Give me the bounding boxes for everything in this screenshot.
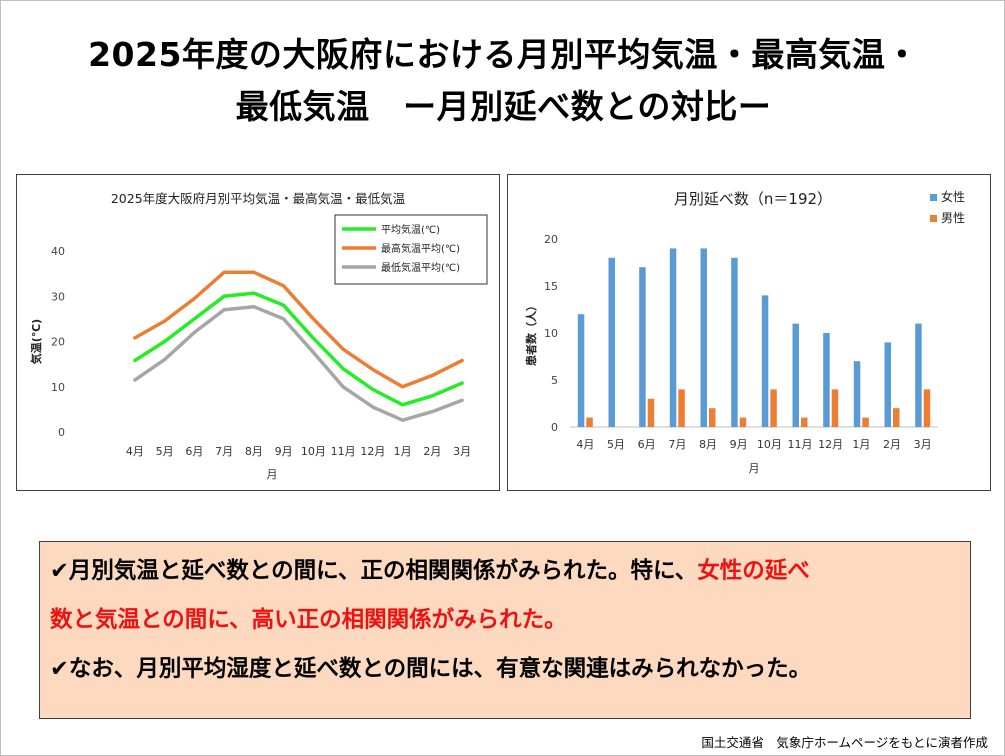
visits-x-tick-7: 11月 — [788, 438, 813, 451]
temperature-line-chart: 2025年度大阪府月別平均気温・最高気温・最低気温 0 10 20 30 40 4月 5月 6月… — [29, 191, 488, 481]
visits-bar-female-6 — [761, 295, 769, 427]
finding-line-1: ✔月別気温と延べ数との間に、正の相関関係がみられた。特に、女性の延べ — [50, 556, 810, 586]
visits-bar-male-8 — [831, 389, 839, 427]
temperature-x-tick-8: 12月 — [360, 445, 385, 458]
visits-bar-female-8 — [823, 333, 830, 427]
finding-line-1-text: ✔月別気温と延べ数との間に、正の相関関係がみられた。特に、 — [50, 558, 698, 584]
visits-bar-male-5 — [739, 417, 747, 427]
temperature-chart-title: 2025年度大阪府月別平均気温・最高気温・最低気温 — [111, 191, 406, 206]
visits-bar-female-3 — [669, 248, 677, 427]
temperature-legend-label-1: 最高気温平均(℃) — [381, 242, 460, 255]
finding-line-3: ✔なお、月別平均湿度と延べ数との間には、有意な関連はみられなかった。 — [50, 656, 812, 682]
temperature-x-tick-4: 8月 — [245, 445, 263, 458]
findings-box: ✔月別気温と延べ数との間に、正の相関関係がみられた。特に、女性の延べ 数と気温と… — [39, 541, 971, 719]
visits-x-tick-1: 5月 — [607, 438, 625, 451]
visits-bar-female-2 — [639, 267, 646, 427]
temperature-series-line-1 — [133, 270, 464, 389]
temperature-x-tick-3: 7月 — [215, 445, 233, 458]
visits-bar-female-5 — [731, 257, 738, 427]
visits-legend-label-0: 女性 — [941, 189, 965, 204]
visits-bar-male-0 — [586, 417, 593, 427]
finding-line-1-highlight: 女性の延べ — [697, 558, 810, 584]
finding-line-2: 数と気温との間に、高い正の相関関係がみられた。 — [50, 607, 567, 633]
visits-bar-male-2 — [647, 398, 655, 427]
visits-bar-male-6 — [770, 389, 777, 427]
visits-bar-female-10 — [884, 342, 891, 427]
visits-y-tick-2: 10 — [544, 327, 558, 340]
visits-bar-female-7 — [792, 323, 799, 427]
monthly-visits-bar-chart: 月別延べ数（n＝192） 0 5 10 15 20 4月 5月 6月 7月 8月 9月 10月 11月 12… — [524, 189, 965, 475]
visits-x-tick-4: 8月 — [699, 438, 717, 451]
visits-x-tick-8: 12月 — [818, 438, 843, 451]
visits-bar-female-4 — [700, 248, 707, 427]
temperature-x-tick-1: 5月 — [156, 445, 174, 458]
visits-y-tick-3: 15 — [544, 280, 558, 293]
temperature-x-tick-9: 1月 — [394, 445, 412, 458]
visits-bar-male-11 — [923, 389, 931, 427]
visits-x-tick-6: 10月 — [757, 438, 782, 451]
temperature-series-line-0 — [133, 291, 464, 407]
visits-bar-female-9 — [853, 361, 861, 427]
temperature-x-tick-11: 3月 — [453, 445, 471, 458]
visits-bar-female-0 — [577, 314, 585, 427]
visits-x-tick-9: 1月 — [852, 438, 870, 451]
temperature-legend-label-2: 最低気温平均(℃) — [381, 261, 460, 274]
visits-bar-female-11 — [915, 323, 922, 427]
visits-y-tick-4: 20 — [544, 233, 558, 246]
source-note: 国土交通省 気象庁ホームページをもとに演者作成 — [701, 735, 988, 750]
visits-x-tick-3: 7月 — [668, 438, 686, 451]
temperature-y-tick-1: 10 — [51, 381, 65, 394]
temperature-chart-panel: 2025年度大阪府月別平均気温・最高気温・最低気温 0 10 20 30 40 4月 5月 6月… — [16, 174, 500, 491]
visits-x-tick-11: 3月 — [914, 438, 932, 451]
visits-bar-male-10 — [893, 408, 900, 427]
slide-title-line1: 2025年度の大阪府における月別平均気温・最高気温・ — [88, 35, 919, 74]
visits-x-axis-label: 月 — [749, 462, 760, 475]
temperature-x-tick-0: 4月 — [126, 445, 144, 458]
temperature-y-tick-2: 20 — [51, 336, 65, 349]
visits-bar-female-1 — [608, 257, 615, 427]
temperature-y-tick-3: 30 — [51, 290, 65, 303]
visits-legend-swatch-0 — [930, 194, 937, 201]
visits-y-tick-0: 0 — [551, 421, 558, 434]
temperature-x-tick-10: 2月 — [423, 445, 441, 458]
temperature-x-tick-5: 9月 — [275, 445, 293, 458]
temperature-y-tick-0: 0 — [58, 426, 65, 439]
visits-x-tick-0: 4月 — [576, 438, 594, 451]
visits-bar-male-3 — [678, 389, 685, 427]
visits-bar-male-9 — [862, 417, 869, 427]
visits-x-tick-5: 9月 — [730, 438, 748, 451]
visits-legend-label-1: 男性 — [941, 211, 965, 225]
temperature-series-line-2 — [133, 304, 464, 422]
temperature-legend-label-0: 平均気温(℃) — [381, 223, 440, 236]
temperature-x-tick-6: 10月 — [301, 445, 326, 458]
temperature-x-axis-label: 月 — [267, 468, 278, 481]
visits-legend-swatch-1 — [930, 215, 937, 222]
visits-x-tick-10: 2月 — [883, 438, 901, 451]
visits-x-tick-2: 6月 — [638, 438, 656, 451]
visits-y-axis-label: 患者数（人） — [524, 300, 538, 366]
visits-chart-title: 月別延べ数（n＝192） — [674, 190, 832, 208]
temperature-x-tick-7: 11月 — [331, 445, 356, 458]
slide-title: 2025年度の大阪府における月別平均気温・最高気温・ 最低気温 ー月別延べ数との… — [1, 29, 1005, 133]
visits-chart-panel: 月別延べ数（n＝192） 0 5 10 15 20 4月 5月 6月 7月 8月 9月 10月 11月 12… — [507, 174, 991, 491]
visits-bar-male-4 — [709, 408, 716, 427]
slide-title-line2: 最低気温 ー月別延べ数との対比ー — [235, 87, 772, 126]
temperature-y-axis-label: 気温(℃) — [29, 319, 43, 364]
visits-bar-male-7 — [801, 417, 808, 427]
visits-y-tick-1: 5 — [551, 374, 558, 387]
temperature-y-tick-4: 40 — [51, 245, 65, 258]
temperature-x-tick-2: 6月 — [185, 445, 203, 458]
